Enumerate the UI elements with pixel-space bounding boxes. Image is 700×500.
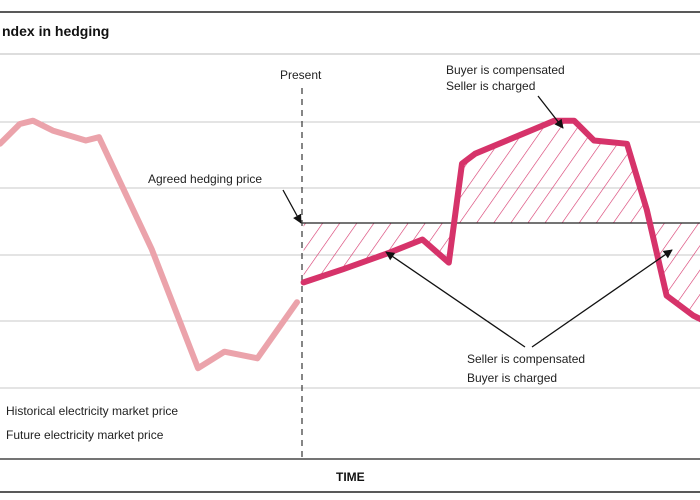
hatched-difference-area xyxy=(303,120,700,319)
chart-title: ndex in hedging xyxy=(2,23,109,39)
agreed-price-arrow xyxy=(282,189,302,224)
seller-compensated-line1: Seller is compensated xyxy=(467,352,585,366)
legend-historical: Historical electricity market price xyxy=(6,404,178,418)
seller-compensated-line2: Buyer is charged xyxy=(467,371,557,385)
series-layer xyxy=(0,117,700,372)
seller-compensated-arrow-right xyxy=(531,249,673,348)
present-label: Present xyxy=(280,68,322,82)
legend-future: Future electricity market price xyxy=(6,428,164,442)
x-axis-label: TIME xyxy=(336,470,365,484)
future-price-line xyxy=(300,117,700,323)
seller-compensated-arrow-left xyxy=(385,251,526,348)
buyer-compensated-line1: Buyer is compensated xyxy=(446,63,565,77)
historical-price-line xyxy=(0,117,300,372)
agreed-price-label: Agreed hedging price xyxy=(148,172,262,186)
buyer-compensated-arrow xyxy=(537,95,564,129)
hatched-regions xyxy=(303,120,700,319)
buyer-compensated-line2: Seller is charged xyxy=(446,79,535,93)
